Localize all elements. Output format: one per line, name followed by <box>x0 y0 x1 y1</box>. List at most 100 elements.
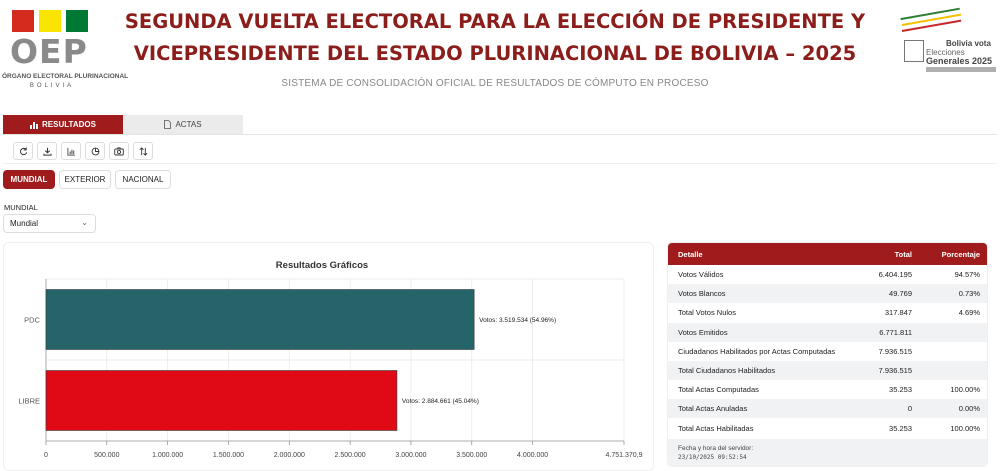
tab-resultados-label: RESULTADOS <box>42 120 96 129</box>
x-tick-label: 2.500.000 <box>335 452 366 459</box>
page-title: SEGUNDA VUELTA ELECTORAL PARA LA ELECCIÓ… <box>120 6 870 70</box>
flag-red-square <box>12 10 34 32</box>
chart-panel: Resultados Gráficos Votos: 3.519.534 (54… <box>3 242 654 471</box>
row-percentage: 4.69% <box>958 308 980 318</box>
chart-title: Resultados Gráficos <box>276 260 368 271</box>
x-tick-label: 0 <box>44 452 48 459</box>
camera-icon <box>114 146 124 155</box>
category-label: LIBRE <box>18 397 40 406</box>
pie-chart-button[interactable] <box>85 142 105 160</box>
row-label: Votos Válidos <box>678 270 724 279</box>
bar-data-label: Votos: 2.884.661 (45.04%) <box>402 398 479 405</box>
download-button[interactable] <box>37 142 57 160</box>
x-tick-label: 4.751.370,9 <box>606 452 643 459</box>
row-label: Votos Blancos <box>678 289 726 299</box>
scope-mundial-button[interactable]: MUNDIAL <box>3 170 55 189</box>
table-row: Votos Válidos 6.404.195 94.57% <box>668 265 987 284</box>
chart-bars: Votos: 3.519.534 (54.96%) Votos: 2.884.66… <box>45 289 556 431</box>
row-label: Total Actas Habilitadas <box>678 423 754 433</box>
server-time-value: 23/10/2025 09:52:54 <box>678 454 747 461</box>
oep-logo-text: OEP <box>10 32 88 71</box>
document-icon <box>164 120 172 129</box>
x-tick-label: 1.000.000 <box>152 452 183 459</box>
row-total: 6.404.195 <box>878 270 912 279</box>
row-total: 7.936.515 <box>878 346 912 356</box>
table-row: Votos Emitidos 6.771.811 <box>668 322 987 342</box>
x-tick-label: 1.500.000 <box>213 452 244 459</box>
header-porcentaje: Porcentaje <box>941 250 980 259</box>
tab-actas[interactable]: ACTAS <box>123 115 243 134</box>
toolbar-divider <box>3 163 997 164</box>
row-label: Total Votos Nulos <box>678 308 736 318</box>
row-total: 7.936.515 <box>878 366 912 375</box>
oep-logo: OEP ÓRGANO ELECTORAL PLURINACIONAL BOLIV… <box>2 4 129 90</box>
logo-bar <box>926 67 996 72</box>
table-row: Total Actas Computadas 35.253 100.00% <box>668 380 987 399</box>
bar-chart-icon <box>30 121 39 129</box>
scope-select-label: MUNDIAL <box>4 203 38 212</box>
header-total: Total <box>894 250 912 259</box>
bar-libre[interactable] <box>45 370 398 431</box>
row-total: 49.769 <box>889 289 912 299</box>
results-table: Detalle Total Porcentaje Votos Válidos 6.… <box>667 242 988 467</box>
x-tick-label: 3.000.000 <box>395 452 426 459</box>
refresh-icon <box>19 146 27 155</box>
row-label: Total Actas Computadas <box>678 385 759 395</box>
scope-exterior-button[interactable]: EXTERIOR <box>59 170 111 189</box>
bar-chart-button[interactable] <box>61 142 81 160</box>
flag-yellow-square <box>39 10 61 32</box>
page-title-line2: VICEPRESIDENTE DEL ESTADO PLURINACIONAL … <box>133 42 857 65</box>
page-title-line1: SEGUNDA VUELTA ELECTORAL PARA LA ELECCIÓ… <box>124 10 866 33</box>
sort-icon <box>139 146 147 156</box>
oep-logo-subtitle: ÓRGANO ELECTORAL PLURINACIONAL <box>2 73 129 80</box>
page-subtitle: SISTEMA DE CONSOLIDACIÓN OFICIAL DE RESU… <box>281 78 709 89</box>
table-row: Votos Blancos 49.769 0.73% <box>668 284 987 304</box>
row-percentage: 100.00% <box>950 385 980 395</box>
logo-text-line2: Elecciones <box>926 48 965 57</box>
tab-resultados[interactable]: RESULTADOS <box>3 115 123 134</box>
table-row: Total Votos Nulos 317.847 4.69% <box>668 303 987 322</box>
table-header: Detalle Total Porcentaje <box>668 243 987 265</box>
x-tick-label: 500.000 <box>94 452 119 459</box>
row-percentage: 0.73% <box>958 289 980 299</box>
table-row: Ciudadanos Habilitados por Actas Computa… <box>668 342 987 361</box>
row-total: 35.253 <box>889 385 912 395</box>
x-tick-label: 2.000.000 <box>274 452 305 459</box>
row-total: 35.253 <box>889 423 912 433</box>
logo-text-line3: Generales 2025 <box>926 56 993 66</box>
x-tick-label: 4.000.000 <box>517 452 548 459</box>
logo-text-line1: Bolivia vota <box>946 39 991 48</box>
row-label: Ciudadanos Habilitados por Actas Computa… <box>678 346 836 356</box>
bar-data-label: Votos: 3.519.534 (54.96%) <box>479 317 556 324</box>
chart-x-ticks: 0 500.000 1.000.000 1.500.000 2.000.000 2.500… <box>44 441 643 459</box>
row-total: 0 <box>907 404 912 414</box>
sort-button[interactable] <box>133 142 153 160</box>
row-total: 6.771.811 <box>879 327 912 337</box>
row-label: Total Ciudadanos Habilitados <box>678 366 776 375</box>
row-percentage: 0.00% <box>958 404 980 414</box>
pie-chart-icon <box>91 147 99 155</box>
row-label: Votos Emitidos <box>678 327 728 337</box>
screenshot-button[interactable] <box>109 142 129 160</box>
download-icon <box>42 147 52 156</box>
category-label: PDC <box>24 316 40 325</box>
row-percentage: 100.00% <box>950 423 980 433</box>
row-total: 317.847 <box>884 308 912 318</box>
tab-actas-label: ACTAS <box>175 120 202 129</box>
table-row: Total Actas Habilitadas 35.253 100.00% <box>668 419 987 438</box>
row-label: Total Actas Anuladas <box>678 404 748 414</box>
results-bar-chart: Resultados Gráficos Votos: 3.519.534 (54… <box>18 260 643 459</box>
header-detalle: Detalle <box>678 250 703 259</box>
scope-select[interactable]: Mundial ⌄ <box>3 214 96 233</box>
scope-nacional-button[interactable]: NACIONAL <box>115 170 171 189</box>
bar-chart-icon <box>66 147 75 156</box>
refresh-button[interactable] <box>13 142 33 160</box>
server-time-label: Fecha y hora del servidor: <box>678 445 754 452</box>
table-row: Total Ciudadanos Habilitados 7.936.515 <box>668 361 987 380</box>
scope-select-value: Mundial <box>10 219 39 228</box>
chevron-down-icon: ⌄ <box>81 218 88 227</box>
bar-pdc[interactable] <box>45 289 475 350</box>
server-time-note: Fecha y hora del servidor: 23/10/2025 09… <box>668 439 987 466</box>
x-tick-label: 3.500.000 <box>456 452 487 459</box>
chart-categories: PDC LIBRE <box>18 316 40 406</box>
